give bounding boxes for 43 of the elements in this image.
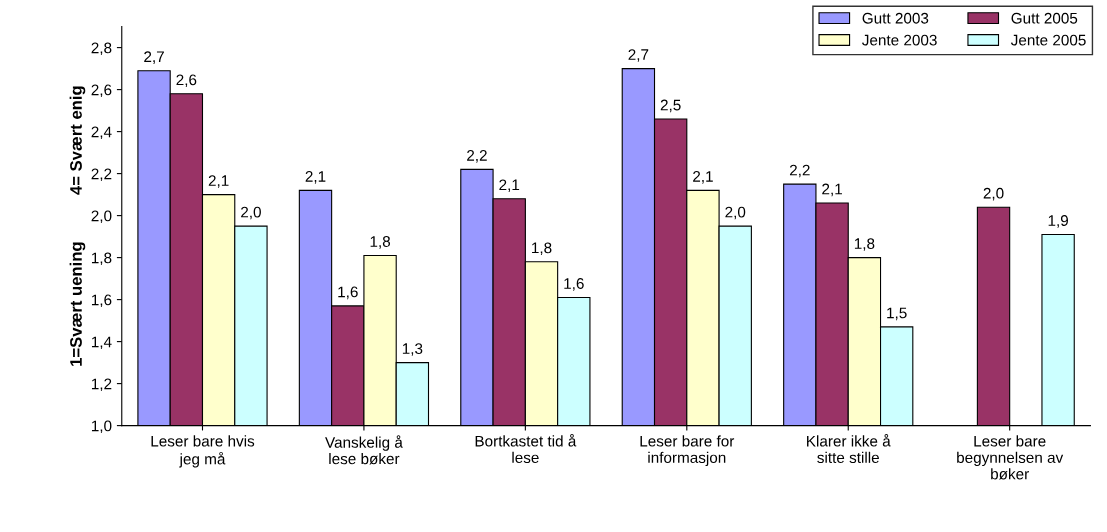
data-label: 2,0	[983, 187, 1004, 201]
data-label: 2,1	[693, 171, 713, 184]
x-tick-label: Bortkastet tid å lese	[475, 434, 577, 463]
y-tick-label: 1,2	[91, 378, 112, 392]
data-label: 2,1	[305, 171, 326, 184]
data-label: 2,2	[467, 150, 487, 163]
y-tick-label: 1,0	[91, 420, 112, 434]
x-tick-label: Leser bare for informasjon	[640, 435, 735, 467]
data-label: 1,9	[1048, 215, 1068, 228]
data-label: 1,8	[370, 236, 391, 249]
y-axis-title: 1=Svært uening 4= Svært enig	[69, 86, 86, 366]
data-label: 1,8	[532, 242, 552, 256]
data-label: 1,6	[564, 278, 584, 291]
x-tick-label: Leser bare begynnelsen av bøker	[957, 435, 1064, 480]
x-tick-label: Leser bare hvis jeg må	[151, 435, 255, 468]
y-tick-label: 1,8	[91, 252, 112, 266]
data-label: 1,3	[402, 343, 423, 356]
y-tick-label: 2,2	[91, 168, 112, 182]
data-label: 1,5	[887, 307, 907, 321]
legend-label: Jente 2005	[1010, 34, 1086, 46]
legend-label: Gutt 2005	[1011, 12, 1078, 24]
data-label: 2,7	[144, 51, 164, 64]
data-label: 1,8	[854, 238, 875, 251]
y-tick-label: 2,0	[91, 210, 112, 224]
y-tick-label: 1,4	[91, 336, 112, 350]
data-label: 2,1	[822, 183, 842, 197]
data-label: 2,2	[789, 164, 810, 178]
legend-label: Jente 2003	[862, 34, 937, 46]
data-label: 2,0	[725, 206, 746, 220]
data-label: 2,6	[176, 74, 197, 88]
y-tick-label: 2,8	[91, 42, 112, 56]
x-tick-label: Klarer ikke å sitte stille	[807, 434, 891, 463]
data-label: 2,1	[499, 179, 520, 193]
data-label: 2,1	[208, 175, 229, 188]
x-tick-label: Vanskelig å lese bøker	[325, 435, 403, 465]
y-tick-label: 1,6	[91, 294, 112, 308]
data-label: 2,0	[241, 206, 261, 220]
y-tick-label: 2,6	[91, 84, 112, 98]
legend-label: Gutt 2003	[862, 12, 929, 24]
data-label: 2,5	[660, 99, 681, 113]
y-tick-label: 2,4	[91, 126, 112, 140]
data-label: 2,7	[628, 49, 649, 62]
data-label: 1,6	[338, 286, 358, 300]
